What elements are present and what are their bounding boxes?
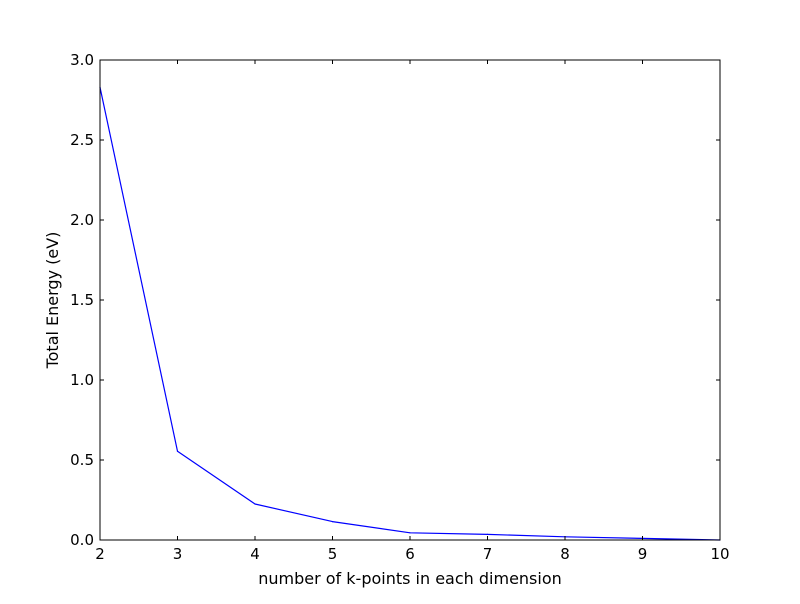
x-tick-label: 9 <box>638 545 648 563</box>
data-point <box>254 503 256 505</box>
y-tick-label: 0.5 <box>70 451 94 469</box>
data-point <box>409 532 411 534</box>
ticks-layer: 2 3 4 5 6 7 8 9 10 0.0 0.5 1.0 1.5 2.0 2.5 3.0 <box>70 51 729 563</box>
y-tick-label: 2.0 <box>70 211 94 229</box>
x-tick-label: 4 <box>250 545 260 563</box>
y-axis-label: Total Energy (eV) <box>43 232 62 370</box>
y-tick-label: 3.0 <box>70 51 94 69</box>
data-point <box>331 521 334 523</box>
x-tick-label: 6 <box>405 545 415 563</box>
x-tick-label: 2 <box>95 545 105 563</box>
x-tick-label: 10 <box>710 545 729 563</box>
x-tick-label: 5 <box>328 545 338 563</box>
x-tick-label: 3 <box>173 545 183 563</box>
data-point <box>176 450 179 452</box>
x-tick-label: 8 <box>560 545 570 563</box>
data-point <box>486 533 489 536</box>
y-tick-label: 2.5 <box>70 131 94 149</box>
y-tick-label: 1.5 <box>70 291 94 309</box>
x-tick-label: 7 <box>483 545 493 563</box>
plot-frame <box>99 59 721 541</box>
plot-area <box>100 60 720 540</box>
x-axis-label: number of k-points in each dimension <box>258 569 562 588</box>
y-tick-label: 0.0 <box>70 531 94 549</box>
y-tick-label: 1.0 <box>70 371 94 389</box>
